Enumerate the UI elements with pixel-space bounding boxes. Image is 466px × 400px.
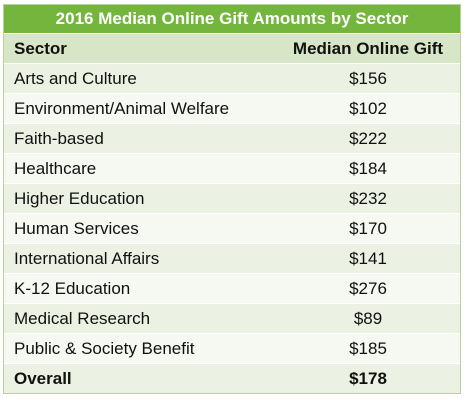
row-gift-cell: $141	[276, 243, 460, 274]
row-sector-cell: Human Services	[4, 213, 276, 244]
row-sector-cell: International Affairs	[4, 243, 276, 274]
row-gift-cell: $232	[276, 183, 460, 214]
row-gift-cell: $156	[276, 63, 460, 94]
row-gift-cell: $184	[276, 153, 460, 184]
gift-table-grid: Sector Median Online Gift Arts and Cultu…	[4, 34, 460, 393]
row-sector-cell: Medical Research	[4, 303, 276, 334]
table-title: 2016 Median Online Gift Amounts by Secto…	[4, 5, 460, 34]
table-row: Arts and Culture $156	[4, 63, 460, 94]
row-gift-cell: $170	[276, 213, 460, 244]
row-sector-cell: Faith-based	[4, 123, 276, 154]
row-sector-cell: K-12 Education	[4, 273, 276, 304]
table-row: Public & Society Benefit $185	[4, 333, 460, 364]
overall-row: Overall $178	[4, 363, 460, 393]
table-row: Human Services $170	[4, 213, 460, 244]
table-row: International Affairs $141	[4, 243, 460, 274]
row-gift-cell: $222	[276, 123, 460, 154]
row-gift-cell: $185	[276, 333, 460, 364]
row-gift-cell: $102	[276, 93, 460, 124]
table-row: Environment/Animal Welfare $102	[4, 93, 460, 124]
row-sector-cell: Environment/Animal Welfare	[4, 93, 276, 124]
row-sector-cell: Arts and Culture	[4, 63, 276, 94]
table-row: K-12 Education $276	[4, 273, 460, 304]
overall-sector-cell: Overall	[4, 363, 276, 393]
column-header-sector: Sector	[4, 34, 276, 64]
table-row: Higher Education $232	[4, 183, 460, 214]
median-gift-table: 2016 Median Online Gift Amounts by Secto…	[3, 4, 461, 394]
row-gift-cell: $276	[276, 273, 460, 304]
column-header-gift: Median Online Gift	[276, 34, 460, 64]
table-row: Faith-based $222	[4, 123, 460, 154]
row-sector-cell: Higher Education	[4, 183, 276, 214]
header-row: Sector Median Online Gift	[4, 34, 460, 64]
row-sector-cell: Public & Society Benefit	[4, 333, 276, 364]
table-row: Healthcare $184	[4, 153, 460, 184]
row-gift-cell: $89	[276, 303, 460, 334]
table-row: Medical Research $89	[4, 303, 460, 334]
row-sector-cell: Healthcare	[4, 153, 276, 184]
overall-gift-cell: $178	[276, 363, 460, 393]
